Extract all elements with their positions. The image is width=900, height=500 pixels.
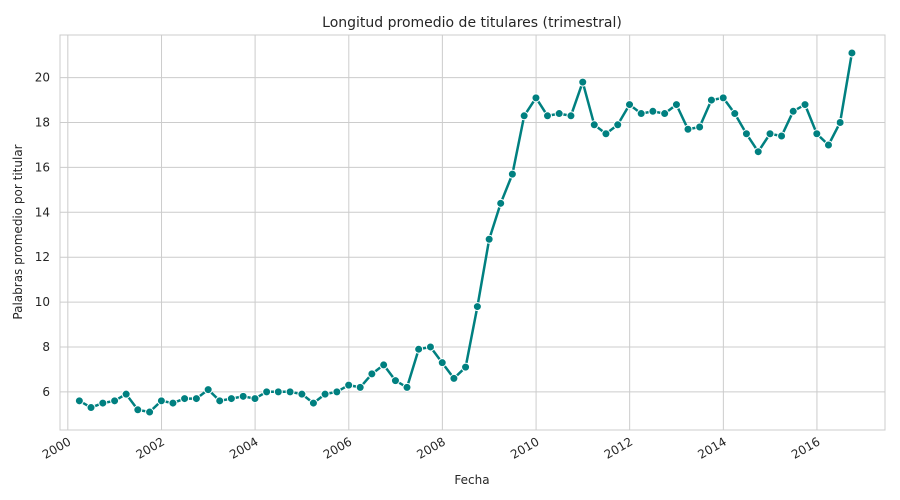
data-point	[191, 394, 201, 404]
data-point	[86, 403, 96, 413]
data-point	[461, 362, 471, 372]
y-tick-label: 6	[42, 385, 50, 399]
data-point	[215, 396, 225, 406]
grid	[60, 35, 885, 430]
data-point	[484, 234, 494, 244]
data-point	[496, 198, 506, 208]
y-tick-label: 8	[42, 340, 50, 354]
x-tick-label: 2002	[134, 434, 167, 461]
data-point	[262, 387, 272, 397]
data-point	[308, 398, 318, 408]
data-point	[660, 109, 670, 119]
data-point	[613, 120, 623, 130]
y-tick-label: 12	[35, 250, 50, 264]
data-point	[367, 369, 377, 379]
data-point	[98, 398, 108, 408]
data-point	[706, 95, 716, 105]
data-point	[636, 109, 646, 119]
data-point	[74, 396, 84, 406]
data-point	[437, 358, 447, 368]
data-point	[344, 380, 354, 390]
data-point	[753, 147, 763, 157]
data-point	[110, 396, 120, 406]
data-point	[777, 131, 787, 141]
x-tick-label: 2010	[508, 434, 541, 461]
data-point	[320, 389, 330, 399]
data-point	[695, 122, 705, 132]
y-tick-label: 14	[35, 205, 50, 219]
y-tick-label: 20	[35, 71, 50, 85]
data-point	[847, 48, 857, 58]
data-point	[741, 129, 751, 139]
data-point	[601, 129, 611, 139]
x-tick-label: 2000	[40, 434, 73, 461]
data-point	[250, 394, 260, 404]
data-point	[788, 106, 798, 116]
data-point	[765, 129, 775, 139]
plot-frame	[59, 34, 886, 431]
data-point	[355, 382, 365, 392]
data-point	[133, 405, 143, 415]
x-tick-label: 2008	[414, 434, 447, 461]
x-tick-label: 2004	[227, 434, 260, 461]
series-layer	[74, 48, 857, 417]
data-point	[472, 302, 482, 312]
data-point	[203, 385, 213, 395]
series-line	[78, 52, 854, 414]
data-point	[226, 394, 236, 404]
data-point	[121, 389, 131, 399]
data-point	[812, 129, 822, 139]
data-point	[390, 376, 400, 386]
data-point	[578, 77, 588, 87]
x-tick-label: 2016	[789, 434, 822, 461]
data-point	[238, 391, 248, 401]
y-tick-label: 10	[35, 295, 50, 309]
data-point	[425, 342, 435, 352]
data-point	[273, 387, 283, 397]
data-point	[589, 120, 599, 130]
y-tick-label: 18	[35, 116, 50, 130]
data-point	[332, 387, 342, 397]
y-tick-label: 16	[35, 160, 50, 174]
tick-layer: 2000 2002 2004 2006 2008 2010 2012 2014 20166810…	[35, 71, 823, 462]
x-tick-label: 2014	[695, 434, 728, 461]
data-point	[507, 169, 517, 179]
data-point	[835, 118, 845, 128]
data-point	[531, 93, 541, 103]
data-point	[168, 398, 178, 408]
chart-title: Longitud promedio de titulares (trimestr…	[322, 15, 622, 31]
data-point	[180, 394, 190, 404]
data-point	[800, 100, 810, 110]
data-point	[823, 140, 833, 150]
x-tick-label: 2012	[602, 434, 635, 461]
data-point	[379, 360, 389, 370]
x-tick-label: 2006	[321, 434, 354, 461]
data-point	[718, 93, 728, 103]
data-point	[671, 100, 681, 110]
data-point	[449, 373, 459, 383]
data-point	[542, 111, 552, 121]
data-point	[566, 111, 576, 121]
data-point	[414, 344, 424, 354]
data-point	[297, 389, 307, 399]
x-axis-title: Fecha	[454, 473, 489, 487]
data-point	[648, 106, 658, 116]
data-point	[285, 387, 295, 397]
data-point	[145, 407, 155, 417]
data-point	[730, 109, 740, 119]
data-point	[625, 100, 635, 110]
data-point	[156, 396, 166, 406]
data-point	[519, 111, 529, 121]
data-point	[402, 382, 412, 392]
y-axis-title: Palabras promedio por titular	[11, 144, 25, 319]
data-point	[683, 124, 693, 134]
data-point	[554, 109, 564, 119]
